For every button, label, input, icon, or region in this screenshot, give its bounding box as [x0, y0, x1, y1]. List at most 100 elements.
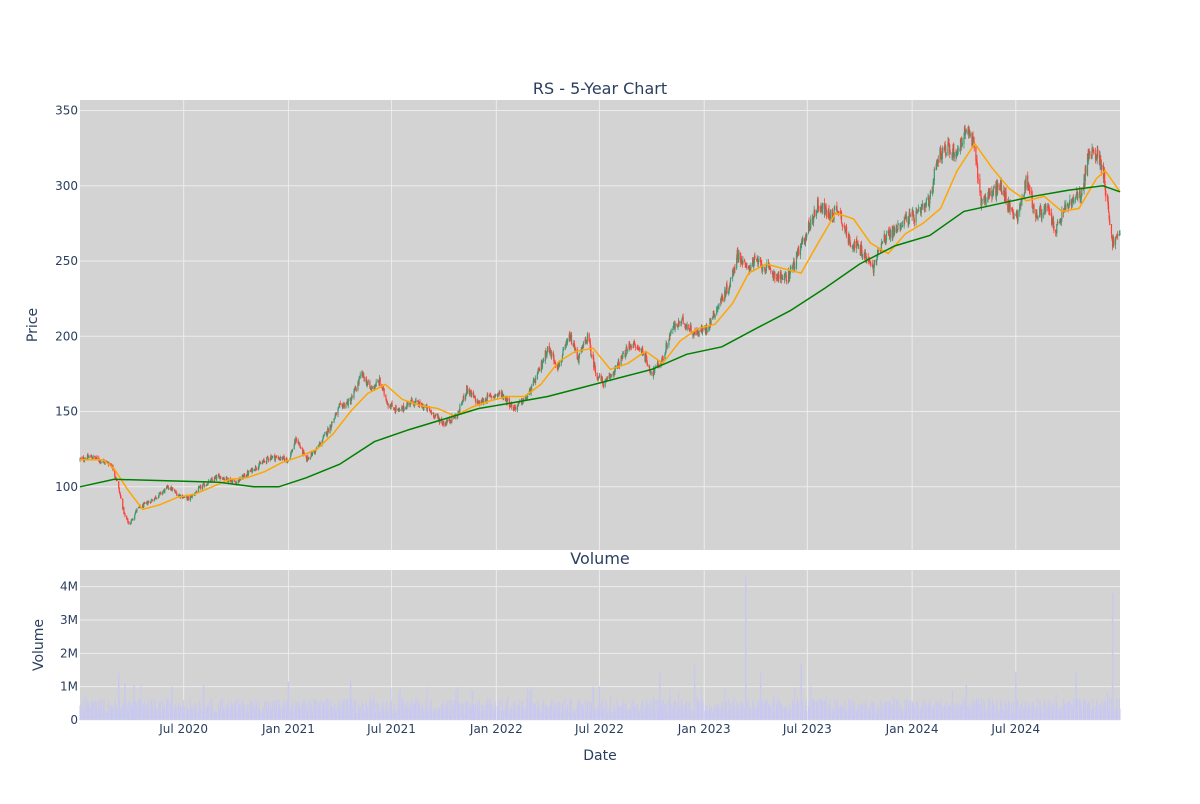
volume-bar[interactable]: [619, 706, 620, 720]
volume-bar[interactable]: [639, 713, 640, 720]
volume-bar[interactable]: [376, 704, 377, 720]
volume-bar[interactable]: [276, 700, 277, 720]
volume-bar[interactable]: [184, 713, 185, 720]
volume-bar[interactable]: [93, 702, 94, 720]
volume-bar[interactable]: [487, 698, 488, 720]
volume-bar[interactable]: [352, 706, 353, 720]
volume-bar[interactable]: [200, 711, 201, 720]
volume-bar[interactable]: [503, 712, 504, 720]
volume-bar[interactable]: [515, 710, 516, 720]
volume-bar[interactable]: [591, 702, 592, 720]
volume-bar[interactable]: [196, 712, 197, 720]
volume-bar[interactable]: [148, 712, 149, 720]
volume-bar[interactable]: [396, 710, 397, 720]
volume-bar[interactable]: [746, 702, 747, 720]
candle[interactable]: [292, 449, 293, 453]
volume-bar[interactable]: [136, 708, 137, 720]
volume-bar[interactable]: [850, 708, 851, 720]
volume-bar[interactable]: [216, 713, 217, 720]
volume-bar[interactable]: [121, 709, 122, 720]
volume-bar[interactable]: [703, 702, 704, 720]
volume-bar[interactable]: [248, 712, 249, 720]
volume-bar[interactable]: [479, 713, 480, 720]
volume-bar[interactable]: [240, 709, 241, 720]
volume-bar[interactable]: [715, 709, 716, 720]
volume-bar[interactable]: [435, 707, 436, 720]
volume-bar[interactable]: [152, 708, 153, 720]
volume-bar[interactable]: [420, 711, 421, 720]
volume-bar[interactable]: [842, 709, 843, 720]
volume-bar[interactable]: [180, 708, 181, 720]
volume-bar[interactable]: [97, 711, 98, 720]
volume-bar[interactable]: [89, 705, 90, 720]
volume-bar[interactable]: [368, 708, 369, 720]
volume-bar[interactable]: [671, 704, 672, 720]
volume-bar[interactable]: [587, 702, 588, 720]
volume-bar[interactable]: [256, 703, 257, 720]
volume-bar[interactable]: [543, 700, 544, 720]
volume-bar[interactable]: [683, 708, 684, 720]
volume-bar[interactable]: [144, 707, 145, 720]
volume-bar[interactable]: [750, 709, 751, 720]
volume-bar[interactable]: [782, 707, 783, 720]
volume-bar[interactable]: [455, 691, 456, 720]
candle[interactable]: [547, 346, 548, 352]
volume-bar[interactable]: [615, 712, 616, 720]
volume-bar[interactable]: [284, 703, 285, 720]
volume-bar[interactable]: [778, 701, 779, 720]
volume-bar[interactable]: [451, 700, 452, 720]
volume-bar[interactable]: [663, 699, 664, 720]
volume-bar[interactable]: [858, 704, 859, 720]
volume-bar[interactable]: [523, 708, 524, 720]
volume-bar[interactable]: [101, 699, 102, 720]
volume-bar[interactable]: [567, 704, 568, 720]
candle[interactable]: [841, 210, 842, 223]
candle[interactable]: [894, 226, 895, 236]
volume-bar[interactable]: [802, 700, 803, 720]
volume-bar[interactable]: [822, 702, 823, 720]
volume-bar[interactable]: [467, 702, 468, 720]
volume-bar[interactable]: [651, 702, 652, 720]
volume-bar[interactable]: [810, 686, 811, 720]
volume-bar[interactable]: [463, 713, 464, 720]
volume-bar[interactable]: [519, 700, 520, 720]
volume-bar[interactable]: [344, 699, 345, 720]
volume-bar[interactable]: [786, 707, 787, 720]
volume-bar[interactable]: [898, 709, 899, 720]
volume-bar[interactable]: [459, 703, 460, 720]
volume-bar[interactable]: [204, 710, 205, 720]
volume-bar[interactable]: [882, 711, 883, 720]
volume-bar[interactable]: [316, 704, 317, 720]
volume-bar[interactable]: [439, 708, 440, 720]
volume-bar[interactable]: [623, 700, 624, 720]
volume-bar[interactable]: [854, 703, 855, 720]
volume-bar[interactable]: [164, 709, 165, 720]
volume-bar[interactable]: [475, 706, 476, 720]
volume-bar[interactable]: [531, 688, 532, 720]
volume-bar[interactable]: [758, 700, 759, 720]
volume-bar[interactable]: [447, 700, 448, 720]
volume-bar[interactable]: [719, 708, 720, 720]
volume-bar[interactable]: [168, 713, 169, 720]
volume-bar[interactable]: [220, 702, 221, 720]
volume-bar[interactable]: [491, 703, 492, 720]
volume-bar[interactable]: [838, 705, 839, 720]
volume-bar[interactable]: [260, 711, 261, 720]
volume-bar[interactable]: [312, 711, 313, 720]
candle[interactable]: [372, 386, 373, 389]
volume-bar[interactable]: [631, 703, 632, 720]
volume-bar[interactable]: [539, 710, 540, 720]
volume-bar[interactable]: [627, 712, 628, 720]
volume-bar[interactable]: [727, 712, 728, 720]
volume-bar[interactable]: [81, 704, 82, 720]
volume-bar[interactable]: [176, 707, 177, 720]
volume-bar[interactable]: [734, 706, 735, 720]
volume-bar[interactable]: [85, 695, 86, 720]
volume-bar[interactable]: [762, 705, 763, 720]
volume-bar[interactable]: [687, 710, 688, 720]
volume-bar[interactable]: [862, 705, 863, 720]
volume-bar[interactable]: [866, 705, 867, 720]
volume-bar[interactable]: [643, 713, 644, 720]
volume-bar[interactable]: [766, 699, 767, 720]
volume-bar[interactable]: [826, 710, 827, 720]
